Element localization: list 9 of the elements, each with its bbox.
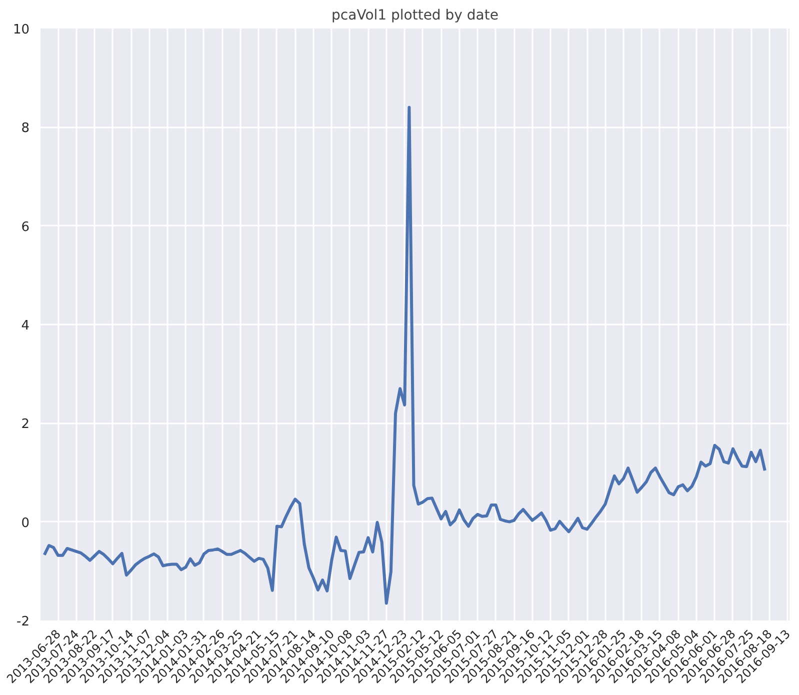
- y-tick-label: 6: [21, 220, 30, 235]
- line-series: [42, 106, 766, 605]
- y-tick-label: -2: [16, 614, 30, 630]
- y-tick-label: 8: [21, 121, 30, 136]
- y-tick-label: 0: [21, 516, 30, 531]
- y-tick-label: 4: [21, 318, 30, 334]
- y-tick-label: 2: [21, 417, 30, 432]
- y-tick-label: 10: [12, 22, 30, 38]
- chart-title: pcaVol1 plotted by date: [332, 8, 498, 24]
